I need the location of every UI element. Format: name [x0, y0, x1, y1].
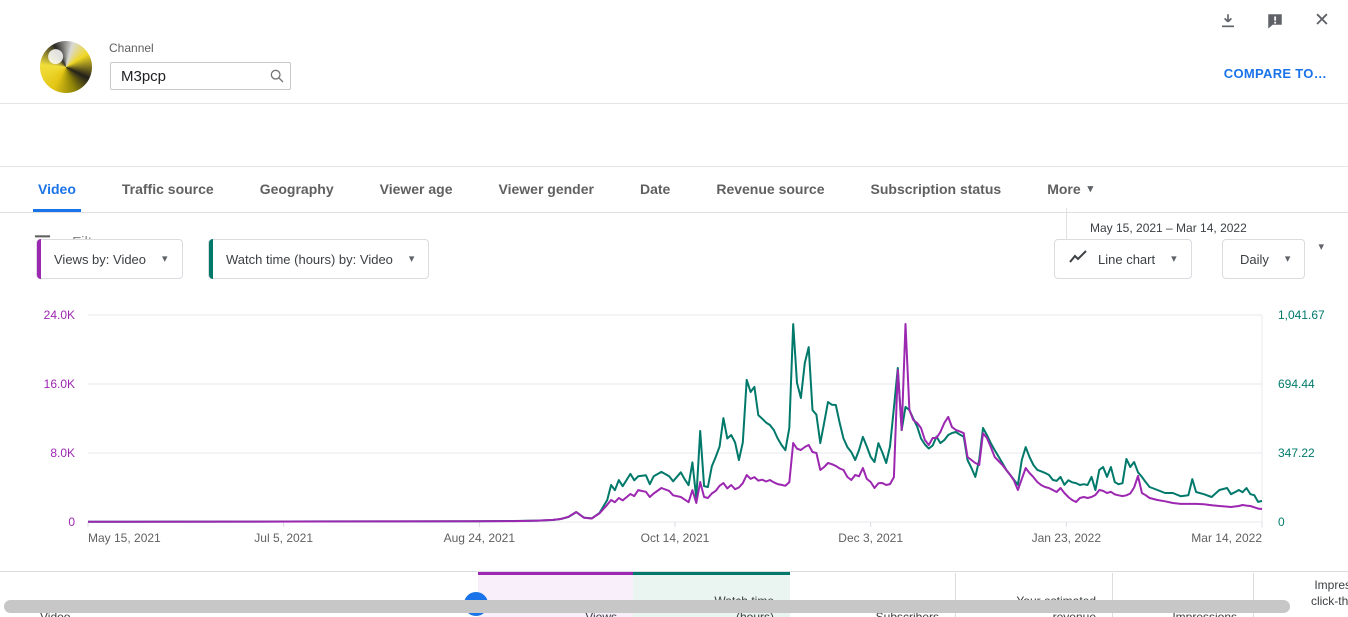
x-axis-date-label: May 15, 2021 [88, 531, 161, 545]
table-header-subscribers[interactable]: Subscribers [875, 610, 939, 617]
dimension-tabs: Video Traffic source Geography Viewer ag… [0, 166, 1348, 213]
caret-down-icon: ▾ [1087, 182, 1094, 195]
channel-search-box[interactable] [110, 62, 291, 90]
channel-avatar [40, 41, 92, 93]
column-impressions-ctr [1253, 573, 1348, 617]
tab-video[interactable]: Video [15, 166, 99, 212]
views-color-bar [37, 239, 41, 279]
tab-geography[interactable]: Geography [259, 181, 334, 197]
tab-date[interactable]: Date [639, 181, 671, 197]
x-axis-date-label: Mar 14, 2022 [1191, 531, 1262, 545]
axis-tick-label: 8.0K [50, 446, 75, 460]
axis-tick-label: 24.0K [43, 308, 75, 322]
channel-label: Channel [109, 41, 154, 55]
series-watch-time-hours- [87, 323, 1263, 523]
axis-tick-label: 694.44 [1278, 377, 1315, 391]
tab-viewer-age[interactable]: Viewer age [379, 181, 453, 197]
channel-search-input[interactable] [111, 67, 264, 85]
caret-down-icon: ▾ [1171, 252, 1177, 265]
search-icon[interactable] [264, 68, 290, 84]
axis-tick-label: 16.0K [43, 377, 75, 391]
watch-time-color-bar [209, 239, 213, 279]
x-axis-date-label: Jul 5, 2021 [254, 531, 314, 545]
metric-selector-watch-time[interactable]: Watch time (hours) by: Video ▾ [208, 239, 430, 279]
chart-svg [87, 314, 1263, 528]
axis-tick-label: 0 [68, 515, 75, 529]
column-estimated-revenue [955, 573, 1112, 617]
table-header-impressions[interactable]: Impressions [1172, 610, 1237, 617]
x-axis-date-label: Aug 24, 2021 [443, 531, 516, 545]
x-axis-date-label: Oct 14, 2021 [640, 531, 710, 545]
caret-down-icon: ▾ [1284, 252, 1291, 265]
chart-type-selector[interactable]: Line chart ▾ [1054, 239, 1192, 279]
compare-to-link[interactable]: COMPARE TO… [1223, 66, 1327, 81]
horizontal-scrollbar[interactable] [4, 600, 1290, 613]
granularity-selector[interactable]: Daily ▾ [1222, 239, 1306, 279]
axis-tick-label: 1,041.67 [1278, 308, 1325, 322]
column-impressions [1112, 573, 1253, 617]
series-views [88, 323, 1263, 523]
tab-viewer-gender[interactable]: Viewer gender [498, 181, 594, 197]
caret-down-icon: ▾ [1318, 241, 1324, 253]
caret-down-icon: ▾ [408, 252, 415, 265]
caret-down-icon: ▾ [162, 252, 168, 265]
tab-more[interactable]: More ▾ [1047, 181, 1094, 197]
filter-divider [0, 166, 1348, 167]
feedback-icon[interactable] [1263, 9, 1287, 33]
table-header-views[interactable]: Views [585, 610, 617, 617]
axis-tick-label: 0 [1278, 515, 1285, 529]
tab-revenue-source[interactable]: Revenue source [716, 181, 825, 197]
line-chart-icon [1069, 249, 1088, 269]
axis-tick-label: 347.22 [1278, 446, 1315, 460]
metric-selector-views[interactable]: Views by: Video ▾ [36, 239, 183, 279]
header-divider [0, 103, 1348, 104]
x-axis-date-label: Jan 23, 2022 [1031, 531, 1102, 545]
date-range-text: May 15, 2021 – Mar 14, 2022 [1090, 221, 1247, 235]
tab-subscription-status[interactable]: Subscription status [870, 181, 1002, 197]
download-icon[interactable] [1216, 9, 1240, 33]
tab-traffic-source[interactable]: Traffic source [121, 181, 214, 197]
table-header-video[interactable]: Video [40, 610, 71, 617]
x-axis-date-label: Dec 3, 2021 [838, 531, 904, 545]
table-header-impressions-ctr[interactable]: Impressions click-through rate [1310, 578, 1348, 608]
close-icon[interactable]: ✕ [1314, 9, 1330, 31]
